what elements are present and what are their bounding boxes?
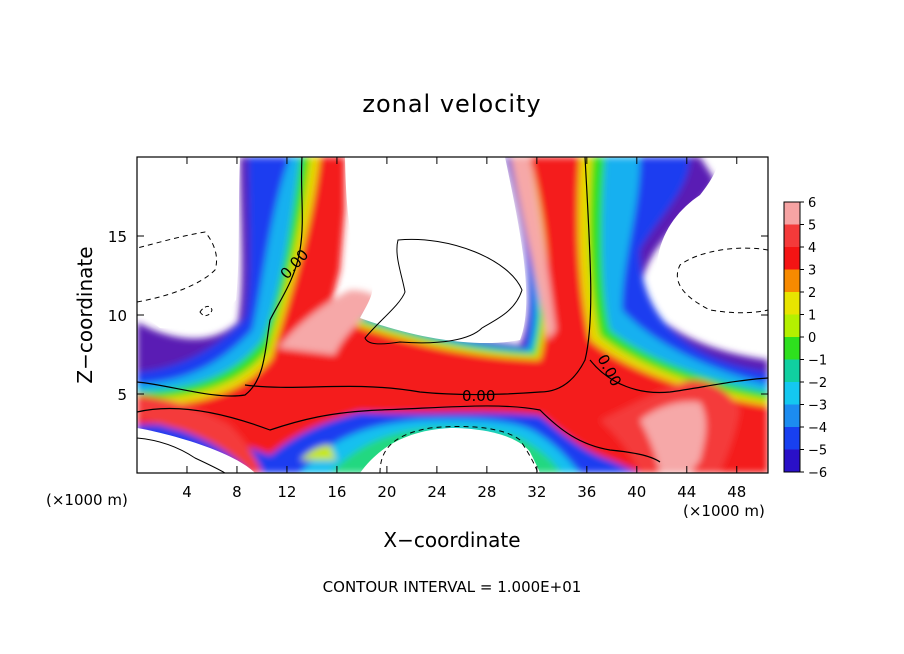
contour-label-mid: 0.00 xyxy=(462,387,495,405)
x-tick-label: 36 xyxy=(577,483,596,501)
colorbar: 6 5 4 3 2 1 0 −1 −2 −3 −4 −5 −6 xyxy=(783,196,827,481)
contour-neg-bottom xyxy=(379,426,539,473)
colorbar-label: −4 xyxy=(808,421,827,436)
y-axis: 5 10 15 xyxy=(108,228,768,404)
colorbar-label: 4 xyxy=(808,241,816,256)
colorbar-label: −5 xyxy=(808,444,827,459)
colorbar-label: −1 xyxy=(808,354,827,369)
contour-zero-lower xyxy=(137,405,661,463)
ridge-pink-right xyxy=(510,157,556,340)
contour-pos-island xyxy=(364,238,523,345)
colorbar-swatch xyxy=(784,247,800,270)
ridge-pink-upper xyxy=(278,290,379,355)
y-tick-label: 10 xyxy=(108,307,127,325)
colorbar-swatch xyxy=(784,404,800,428)
colorbar-swatch xyxy=(784,269,800,293)
velocity-field: 0.00 0.00 0.00 xyxy=(137,157,768,473)
contour-lower-left xyxy=(137,437,226,473)
x-axis: 4 8 12 16 20 24 28 32 36 40 44 48 xyxy=(182,157,746,501)
band-pos-red xyxy=(137,157,768,473)
colorbar-label: −6 xyxy=(808,466,827,481)
left-red-strip xyxy=(137,395,262,473)
x-tick-label: 12 xyxy=(277,483,296,501)
colorbar-swatch xyxy=(784,449,800,473)
colorbar-label: 2 xyxy=(808,286,816,301)
right-pink-tongue xyxy=(640,401,706,473)
x-tick-label: 28 xyxy=(477,483,496,501)
colorbar-swatch xyxy=(784,359,800,383)
x-tick-label: 20 xyxy=(377,483,396,501)
contour-zero-left xyxy=(137,157,303,397)
colorbar-label: −2 xyxy=(808,376,827,391)
colorbar-label: −3 xyxy=(808,399,827,414)
x-axis-label: X−coordinate xyxy=(383,528,520,552)
pocket-upper-left xyxy=(137,157,240,329)
colorbar-swatch xyxy=(784,382,800,405)
x-unit-right: (×1000 m) xyxy=(683,502,765,520)
x-tick-label: 32 xyxy=(527,483,546,501)
contour-zero-right xyxy=(589,359,768,394)
pocket-lower-left xyxy=(137,428,255,473)
y-tick-label: 5 xyxy=(117,386,127,404)
contour-neg-ul xyxy=(137,231,218,303)
x-tick-label: 8 xyxy=(232,483,242,501)
x-tick-label: 16 xyxy=(327,483,346,501)
colorbar-swatch xyxy=(784,337,800,360)
lower-yellow xyxy=(300,445,336,460)
pocket-upper-right xyxy=(656,157,768,340)
colorbar-label: 3 xyxy=(808,264,816,279)
x-tick-label: 44 xyxy=(677,483,696,501)
x-tick-label: 40 xyxy=(627,483,646,501)
pocket-lower-mid xyxy=(360,428,540,473)
y-axis-label: Z−coordinate xyxy=(73,246,97,383)
colorbar-swatch xyxy=(784,427,800,450)
x-tick-label: 4 xyxy=(182,483,192,501)
colorbar-label: 0 xyxy=(808,331,816,346)
contour-lines xyxy=(137,157,768,473)
y-tick-label: 15 xyxy=(108,228,127,246)
x-tick-label: 24 xyxy=(427,483,446,501)
pocket-upper-mid xyxy=(345,157,527,344)
colorbar-swatch xyxy=(784,224,800,248)
contour-interval-footer: CONTOUR INTERVAL = 1.000E+01 xyxy=(323,578,582,596)
colorbar-label: 6 xyxy=(808,196,816,211)
colorbar-swatch xyxy=(784,292,800,315)
colorbar-swatch xyxy=(784,314,800,338)
colorbar-label: 1 xyxy=(808,309,816,324)
x-unit-left: (×1000 m) xyxy=(46,491,128,509)
colorbar-swatch xyxy=(784,202,800,225)
x-tick-label: 48 xyxy=(727,483,746,501)
chart-title: zonal velocity xyxy=(362,90,541,118)
contour-zero-mid xyxy=(244,157,592,396)
colorbar-label: 5 xyxy=(808,219,816,234)
contour-neg-small xyxy=(199,305,213,317)
